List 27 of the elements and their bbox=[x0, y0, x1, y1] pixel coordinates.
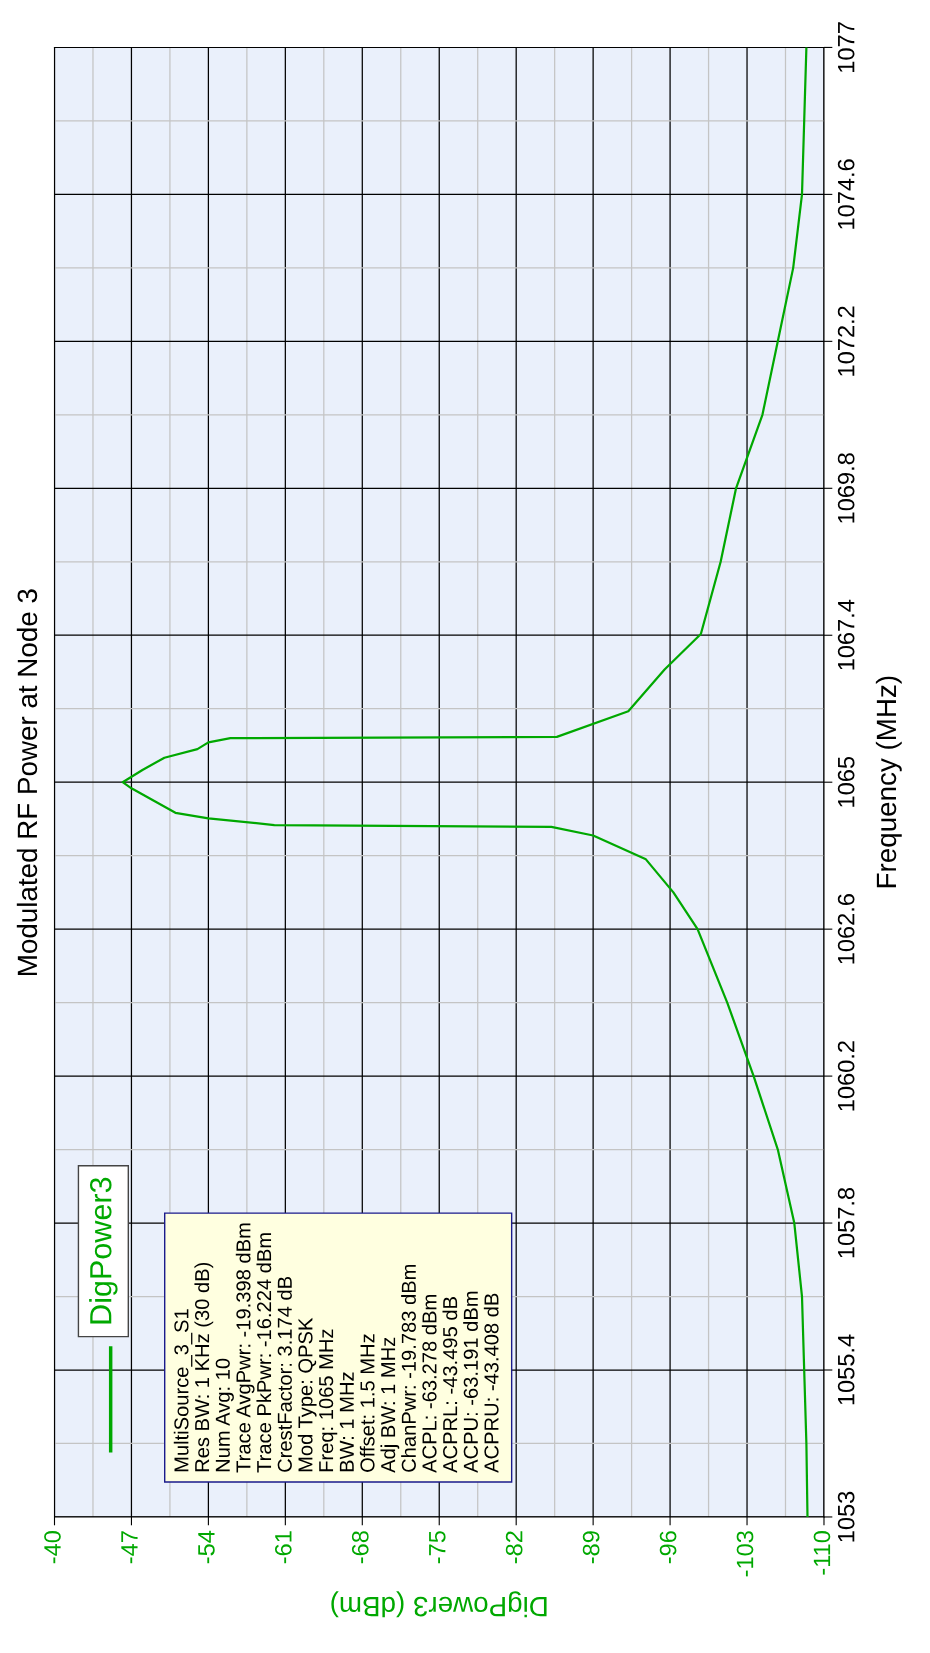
y-tick-label: 1053 bbox=[837, 1491, 855, 1542]
y-tick-label: 1074.6 bbox=[837, 159, 855, 229]
y-tick-label: 1077 bbox=[837, 22, 855, 72]
x-tick-label: -110 bbox=[813, 1531, 831, 1575]
text: MultiSource_3_S1 Res BW: 1 KHz (30 dB) Num Avg: 10 Trace AvgPwr: -19.398 dBm Trace PkPwr: -16.224 dBm CrestFactor: 3.174 dB Mod Type: QPSK Freq: 1065 MHz BW: 1 MHz Offset: 1.5 MHz Adj BW: 1 MHz ChanPwr: -19.783 dBm ACPL: -63.278 dBm ACPRL: -43.495 dB ACPU: -63.191 dBm ACPRU: -43.408 dB bbox=[173, 1223, 499, 1473]
x-tick-label: -89 bbox=[582, 1531, 600, 1564]
text: Modulated RF Power at Node 3 bbox=[16, 589, 38, 975]
x-tick-label: -103 bbox=[736, 1531, 754, 1577]
x-tick-label: -47 bbox=[121, 1531, 138, 1564]
y-tick-label: 1069.8 bbox=[837, 453, 855, 523]
x-tick-label: -61 bbox=[274, 1531, 292, 1564]
y-tick-label: 1062.6 bbox=[837, 894, 855, 964]
y-tick-label: 1055.4 bbox=[837, 1334, 855, 1405]
x-tick-label: -68 bbox=[351, 1531, 369, 1564]
text: DigPower3 bbox=[89, 1177, 118, 1324]
x-tick-label: -40 bbox=[44, 1531, 61, 1564]
y-tick-label: 1057.8 bbox=[837, 1187, 855, 1258]
x-tick-label: -54 bbox=[198, 1530, 215, 1564]
x-axis-title: DigPower3 (dBm) bbox=[331, 1591, 547, 1618]
y-tick-label: 1072.2 bbox=[837, 306, 855, 376]
x-tick-label: -82 bbox=[505, 1531, 523, 1564]
y-tick-label: 1067.4 bbox=[837, 599, 855, 670]
y-tick-label: 1065 bbox=[837, 756, 855, 807]
x-tick-label: -75 bbox=[429, 1531, 446, 1564]
y-tick-label: 1060.2 bbox=[837, 1041, 855, 1111]
y-axis-title: Frequency (MHz) bbox=[875, 676, 902, 888]
x-tick-label: -96 bbox=[659, 1531, 677, 1564]
